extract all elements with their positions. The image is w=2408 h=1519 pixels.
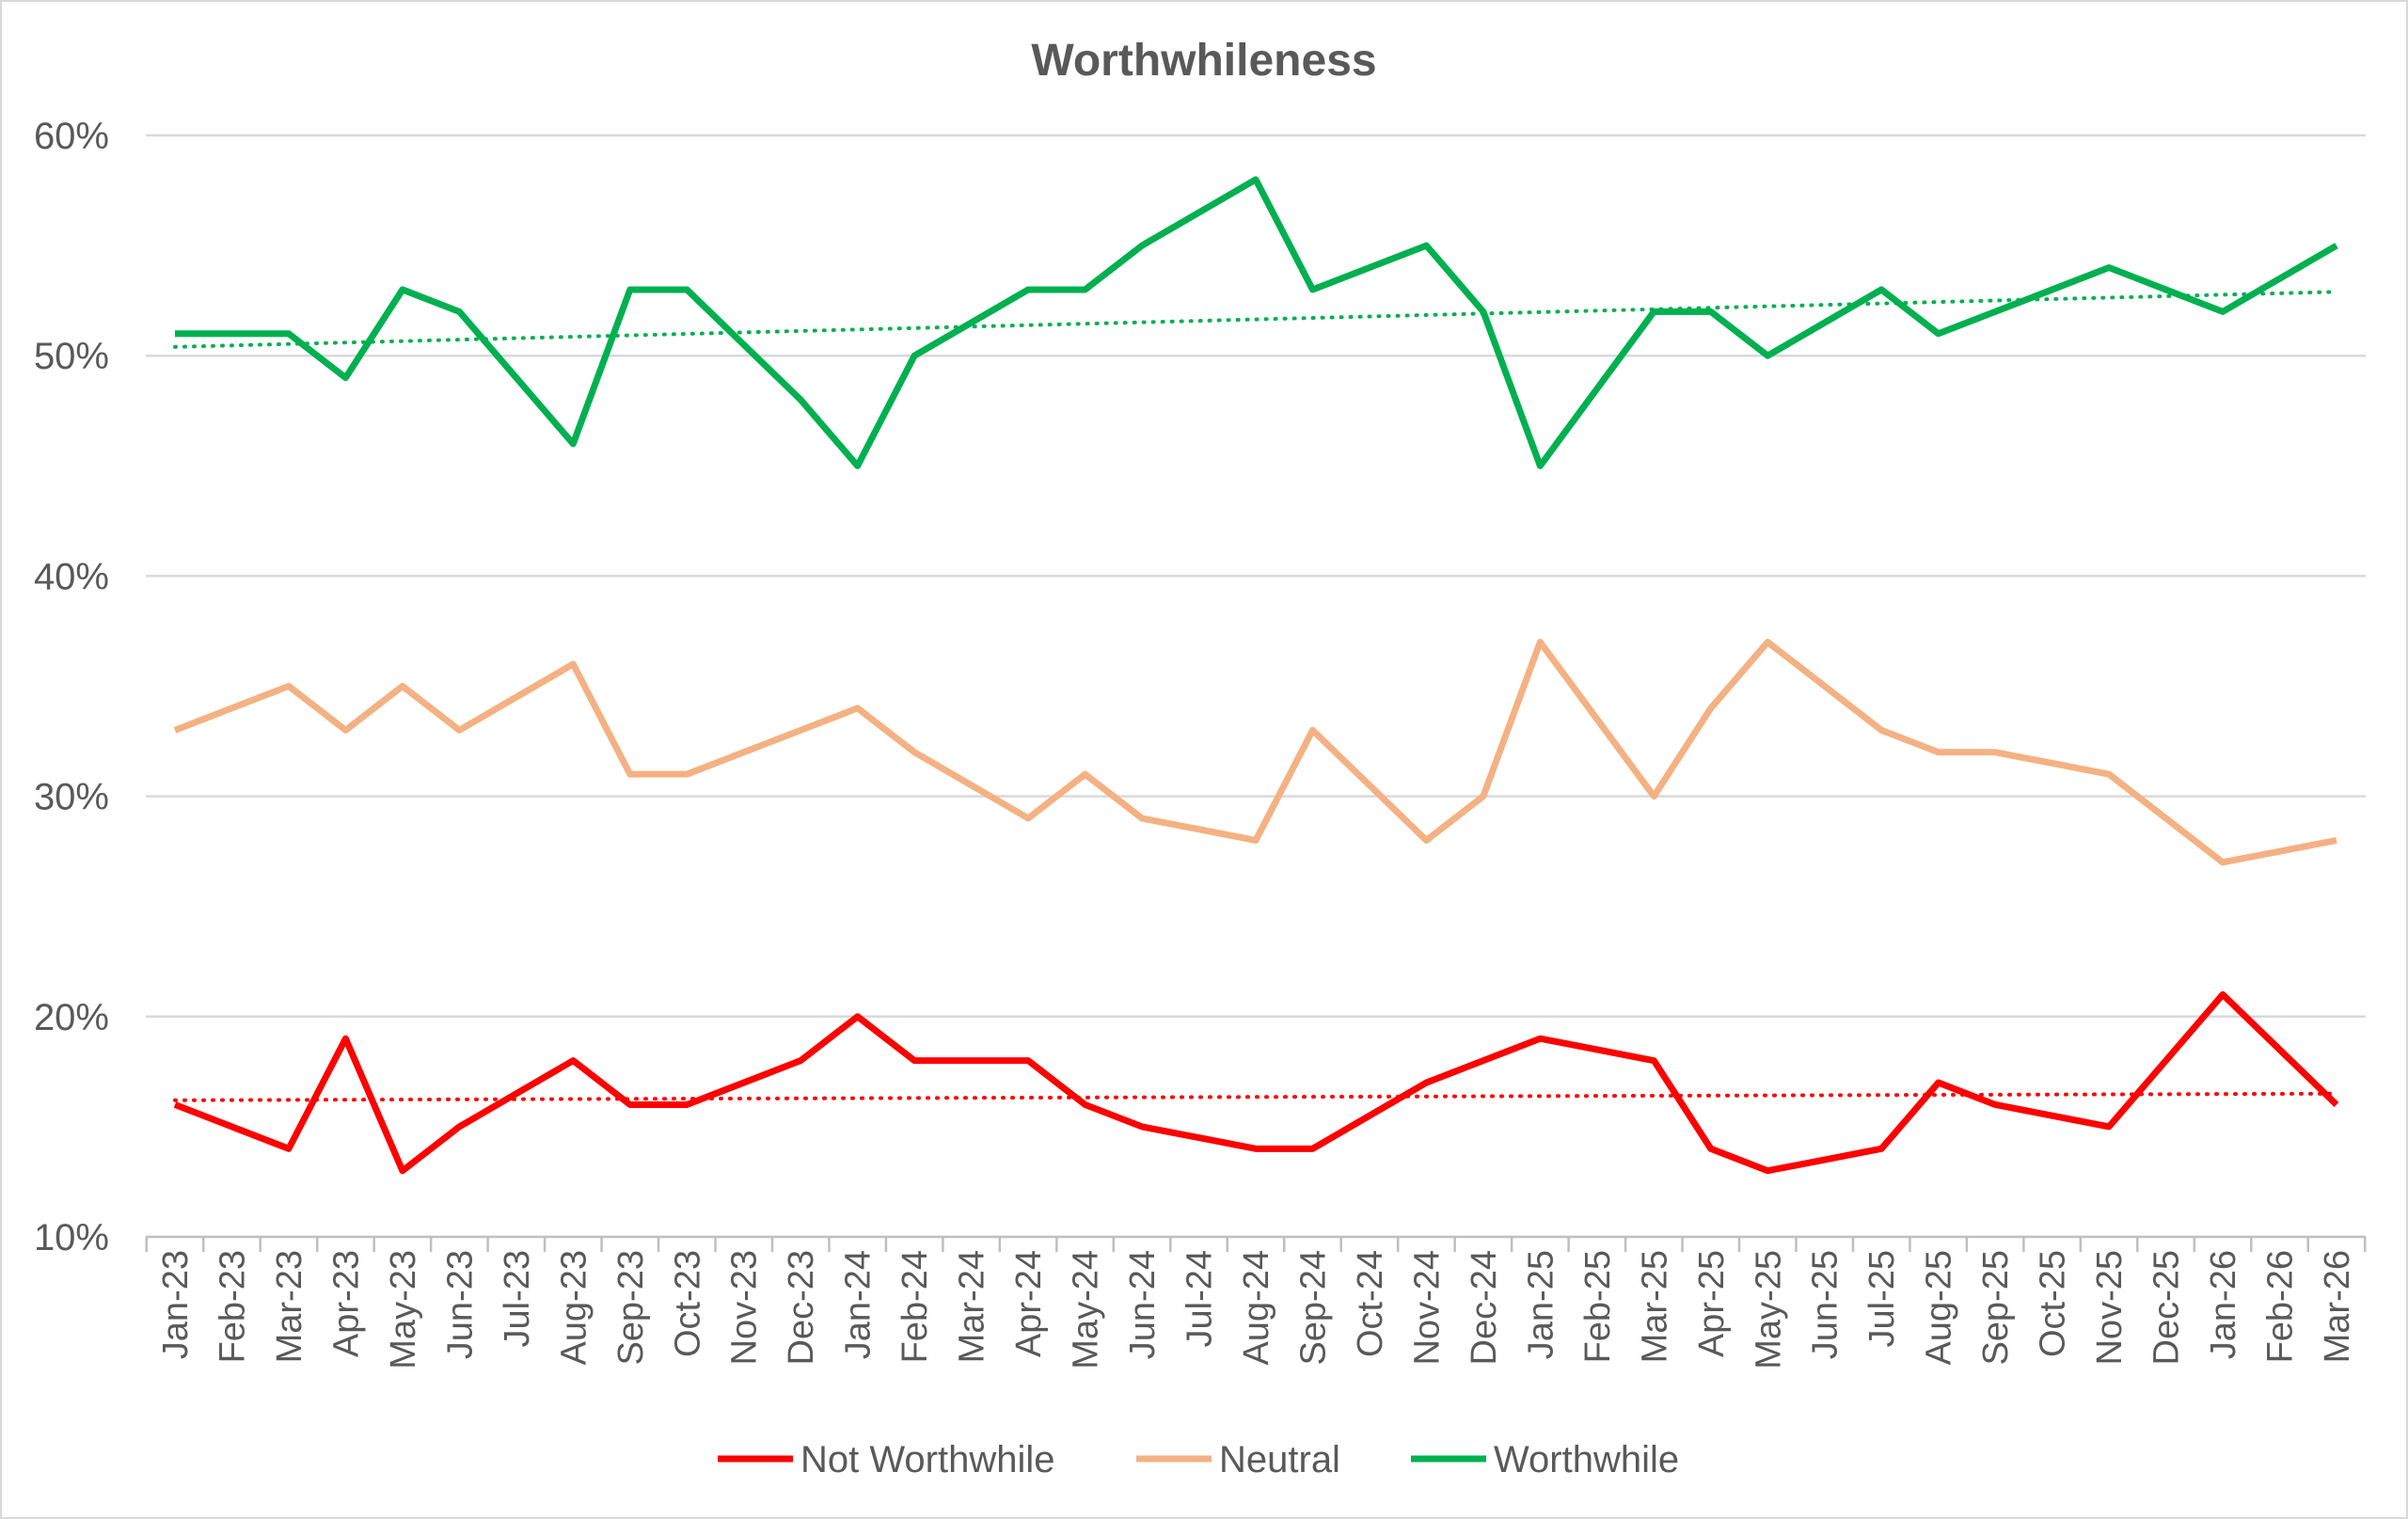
legend-label: Not Worthwhile (800, 1439, 1054, 1480)
legend-label: Worthwhile (1494, 1439, 1679, 1480)
x-tick-label: Oct-24 (1351, 1250, 1390, 1357)
x-tick-label: Apr-23 (326, 1250, 366, 1357)
x-tick-label: Mar-26 (2318, 1250, 2357, 1363)
x-tick-label: Jan-23 (156, 1250, 196, 1359)
x-tick-label: Aug-24 (1237, 1250, 1276, 1366)
series-line-not-worthwhile (173, 990, 2339, 1175)
x-tick-label: Jan-26 (2204, 1250, 2243, 1359)
x-tick-label: Jun-25 (1806, 1250, 1846, 1359)
x-tick-label: May-24 (1067, 1250, 1106, 1369)
x-tick-label: Feb-23 (213, 1250, 252, 1363)
x-tick-label: Apr-25 (1692, 1250, 1732, 1357)
x-tick-label: May-23 (384, 1250, 423, 1369)
trendline-not-worthwhile (173, 1091, 2338, 1102)
x-tick-label: Dec-25 (2147, 1250, 2187, 1366)
trendline-worthwhile (173, 290, 2338, 349)
y-tick-label: 10% (34, 1217, 109, 1258)
y-tick-label: 20% (34, 997, 109, 1038)
x-tick-label: Jul-24 (1180, 1250, 1220, 1348)
x-tick-label: Dec-23 (782, 1250, 821, 1366)
x-tick-label: Feb-24 (895, 1250, 935, 1363)
y-tick-label: 40% (34, 556, 109, 597)
series-line-worthwhile (175, 176, 2338, 469)
x-tick-label: Sep-25 (1976, 1250, 2016, 1366)
y-tick-label: 30% (34, 777, 109, 818)
chart-title: Worthwhileness (1031, 36, 1376, 86)
x-tick-label: Mar-23 (270, 1250, 309, 1363)
y-tick-label: 50% (34, 336, 109, 377)
x-tick-label: Apr-24 (1009, 1250, 1049, 1357)
x-tick-label: Jul-25 (1862, 1250, 1902, 1348)
series-line-neutral (173, 639, 2337, 866)
x-tick-label: Sep-23 (611, 1250, 651, 1366)
x-tick-label: Aug-23 (554, 1250, 594, 1366)
x-tick-label: Feb-25 (1578, 1250, 1618, 1363)
x-tick-label: Jan-25 (1521, 1250, 1560, 1359)
x-tick-label: Oct-23 (668, 1250, 707, 1357)
x-tick-label: Jul-23 (498, 1250, 537, 1348)
x-tick-label: Dec-24 (1465, 1250, 1504, 1366)
x-tick-label: Oct-25 (2034, 1250, 2073, 1357)
x-tick-label: Nov-25 (2090, 1250, 2130, 1366)
x-tick-label: Jan-24 (839, 1250, 879, 1359)
x-tick-label: Aug-25 (1920, 1250, 1959, 1366)
x-tick-label: Nov-23 (725, 1250, 765, 1366)
x-tick-label: Jun-23 (440, 1250, 480, 1359)
legend-label: Neutral (1219, 1439, 1340, 1480)
x-tick-label: Feb-26 (2261, 1250, 2301, 1363)
x-tick-label: Mar-25 (1635, 1250, 1674, 1363)
x-tick-label: May-25 (1749, 1250, 1788, 1369)
x-tick-label: Sep-24 (1293, 1250, 1333, 1366)
x-tick-label: Mar-24 (953, 1250, 992, 1363)
x-tick-label: Jun-24 (1123, 1250, 1163, 1359)
y-tick-label: 60% (34, 116, 109, 157)
x-tick-label: Nov-24 (1407, 1250, 1447, 1366)
